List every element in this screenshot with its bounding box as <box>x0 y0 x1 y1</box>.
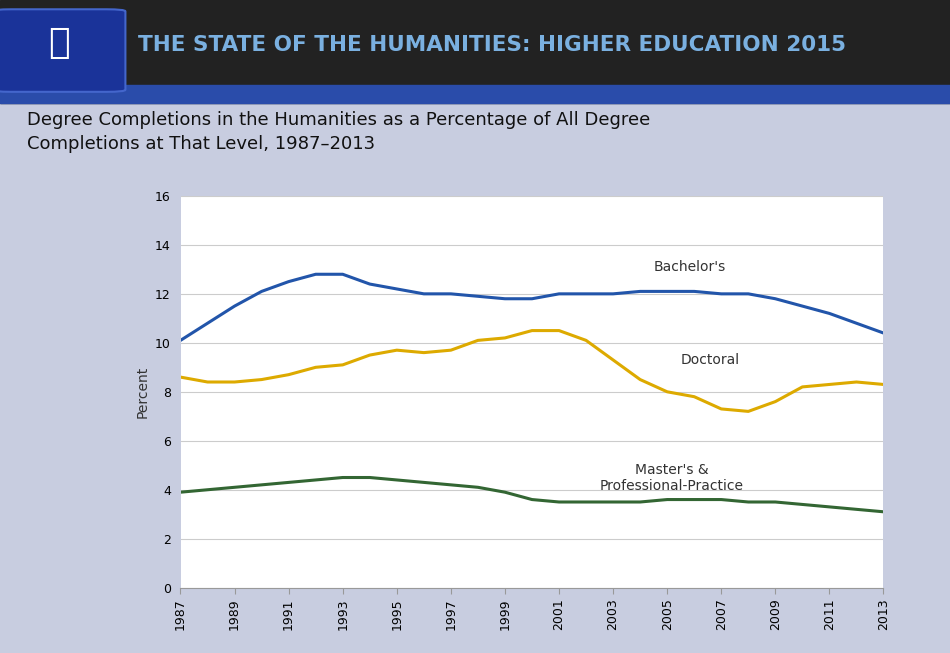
Text: Doctoral: Doctoral <box>681 353 740 367</box>
Text: ⎓: ⎓ <box>48 26 69 60</box>
Bar <box>0 85 950 103</box>
Text: Bachelor's: Bachelor's <box>654 261 726 274</box>
Text: Degree Completions in the Humanities as a Percentage of All Degree
Completions a: Degree Completions in the Humanities as … <box>27 111 650 153</box>
Text: Master's &
Professional-Practice: Master's & Professional-Practice <box>599 463 744 493</box>
Text: THE STATE OF THE HUMANITIES: HIGHER EDUCATION 2015: THE STATE OF THE HUMANITIES: HIGHER EDUC… <box>138 35 846 56</box>
FancyBboxPatch shape <box>0 9 125 92</box>
Y-axis label: Percent: Percent <box>135 366 149 418</box>
